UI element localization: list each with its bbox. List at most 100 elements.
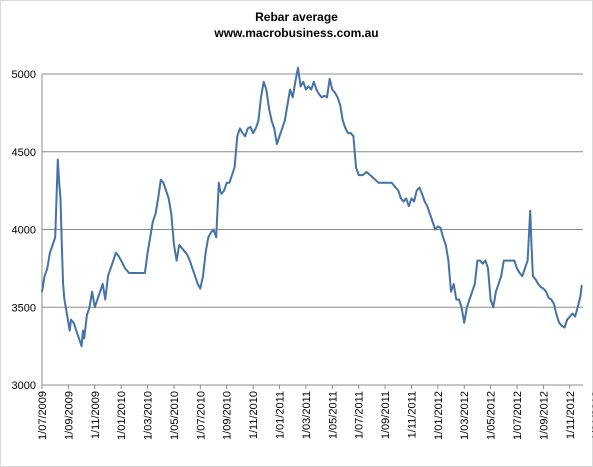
data-point bbox=[291, 96, 294, 99]
data-point bbox=[218, 182, 220, 184]
data-point bbox=[426, 205, 429, 207]
data-point bbox=[167, 197, 170, 200]
data-point bbox=[503, 259, 505, 262]
data-point bbox=[530, 244, 533, 246]
data-point bbox=[479, 259, 481, 262]
data-point bbox=[371, 175, 373, 178]
data-point bbox=[120, 259, 122, 262]
data-point bbox=[534, 278, 537, 281]
data-point bbox=[265, 88, 268, 91]
data-point bbox=[518, 272, 521, 274]
x-tick-label: 1/11/2009 bbox=[90, 391, 102, 439]
data-point bbox=[191, 267, 194, 270]
data-point bbox=[415, 189, 418, 192]
data-point bbox=[397, 189, 400, 192]
data-point bbox=[66, 314, 68, 316]
data-point bbox=[220, 192, 223, 195]
data-point bbox=[410, 197, 413, 200]
data-point bbox=[178, 244, 181, 246]
data-point bbox=[537, 283, 539, 285]
data-point bbox=[219, 189, 221, 192]
data-point bbox=[49, 252, 51, 254]
x-tick-label: 1/01/2013 bbox=[591, 391, 593, 440]
y-tick-label: 5000 bbox=[12, 69, 36, 81]
data-point bbox=[241, 132, 244, 134]
data-point bbox=[529, 210, 532, 212]
data-point bbox=[334, 91, 336, 94]
x-tick-label: 1/05/2012 bbox=[486, 391, 498, 440]
data-point bbox=[497, 283, 500, 285]
data-point bbox=[96, 298, 99, 301]
y-axis-ticks: 3000 3500 4000 4500 5000 bbox=[12, 69, 36, 392]
data-point bbox=[349, 132, 352, 134]
data-point bbox=[484, 259, 487, 262]
data-point bbox=[402, 200, 405, 203]
data-point bbox=[331, 88, 334, 91]
data-point bbox=[579, 295, 582, 298]
data-point bbox=[124, 267, 126, 270]
x-tick-label: 1/09/2010 bbox=[222, 391, 234, 440]
data-point bbox=[117, 255, 120, 257]
x-tick-label: 1/09/2009 bbox=[63, 391, 75, 440]
series-group bbox=[41, 66, 583, 348]
data-point bbox=[228, 182, 231, 184]
x-tick-label: 1/09/2011 bbox=[380, 391, 392, 439]
data-point bbox=[86, 314, 88, 316]
data-point bbox=[93, 306, 96, 309]
x-tick-label: 1/01/2010 bbox=[116, 391, 128, 440]
data-point bbox=[57, 158, 59, 161]
x-tick-label: 1/09/2012 bbox=[538, 391, 550, 440]
data-point bbox=[571, 312, 574, 315]
data-point bbox=[561, 325, 563, 327]
chart-title: Rebar average bbox=[255, 10, 338, 24]
data-point bbox=[46, 267, 49, 270]
data-point bbox=[377, 182, 380, 184]
data-point bbox=[270, 119, 273, 122]
data-point bbox=[82, 329, 84, 332]
data-point bbox=[384, 182, 386, 184]
data-point bbox=[516, 267, 518, 270]
data-point bbox=[152, 220, 154, 223]
data-point bbox=[43, 275, 46, 277]
data-point bbox=[545, 290, 547, 293]
data-point bbox=[421, 192, 423, 195]
data-point bbox=[468, 298, 471, 301]
data-point bbox=[101, 283, 104, 285]
data-point bbox=[566, 318, 568, 321]
data-point bbox=[254, 127, 257, 130]
data-point bbox=[244, 135, 247, 137]
data-point bbox=[439, 227, 442, 229]
data-point bbox=[183, 250, 186, 253]
data-point bbox=[91, 290, 93, 293]
data-point bbox=[62, 283, 64, 285]
x-tick-label: 1/01/2012 bbox=[433, 391, 445, 440]
data-point bbox=[574, 315, 576, 318]
data-point bbox=[302, 80, 305, 83]
data-point bbox=[492, 306, 495, 309]
data-point bbox=[487, 267, 489, 270]
data-point bbox=[199, 287, 202, 290]
data-point bbox=[553, 303, 555, 305]
data-point bbox=[532, 275, 534, 277]
data-point bbox=[140, 272, 142, 274]
data-point bbox=[347, 132, 349, 134]
data-point bbox=[247, 127, 249, 130]
data-point bbox=[555, 314, 558, 316]
data-point bbox=[326, 96, 328, 99]
data-point bbox=[149, 236, 151, 239]
data-point bbox=[58, 182, 60, 184]
data-point bbox=[112, 259, 115, 262]
x-tick-label: 1/05/2011 bbox=[327, 391, 339, 439]
chart-subtitle: www.macrobusiness.com.au bbox=[214, 26, 379, 40]
data-point bbox=[51, 244, 54, 246]
data-point bbox=[466, 306, 468, 309]
data-point bbox=[320, 96, 323, 99]
x-tick-label: 1/07/2011 bbox=[354, 391, 366, 439]
data-point bbox=[328, 77, 331, 80]
data-point bbox=[460, 306, 463, 309]
data-point bbox=[273, 127, 276, 130]
data-point bbox=[513, 259, 516, 262]
data-point bbox=[447, 259, 450, 262]
x-tick-label: 1/11/2012 bbox=[565, 391, 577, 439]
